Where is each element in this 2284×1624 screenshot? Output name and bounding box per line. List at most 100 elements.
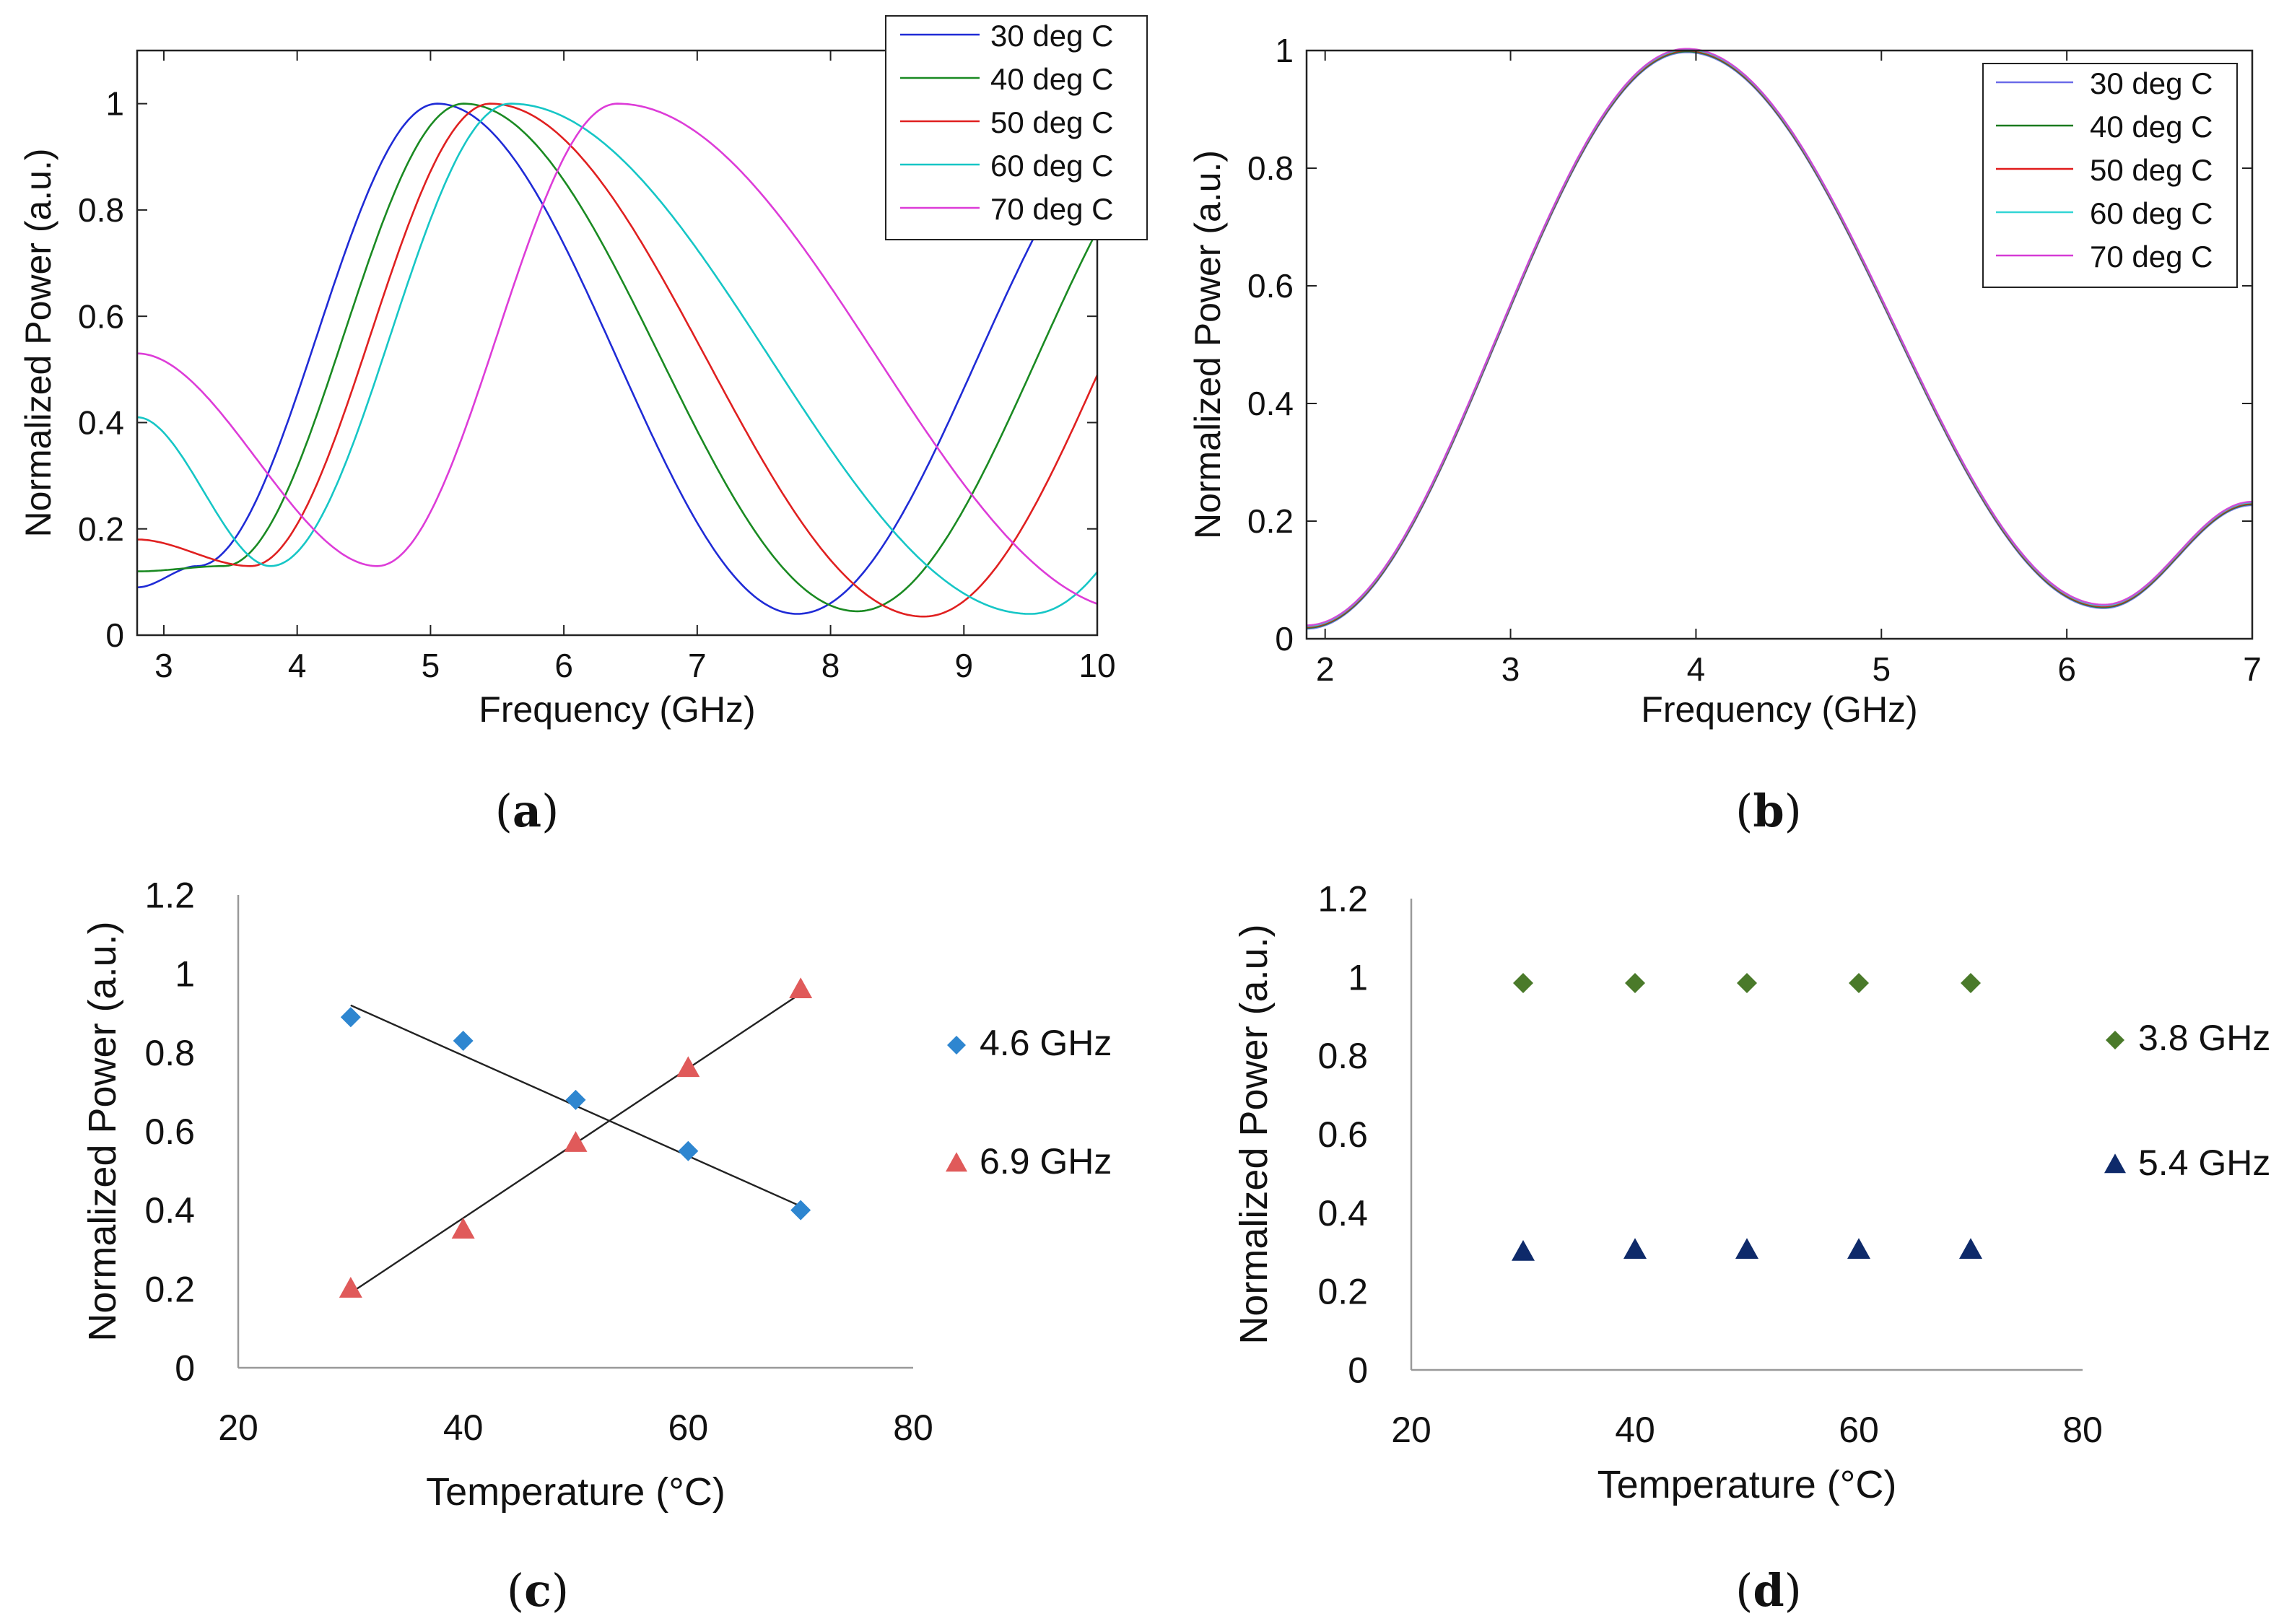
y-tick-label: 0.4	[1317, 1193, 1368, 1234]
y-tick-label: 0	[1275, 620, 1294, 658]
x-tick-label: 40	[1615, 1410, 1655, 1450]
data-point	[1513, 972, 1533, 993]
y-tick-label: 0.8	[144, 1033, 195, 1073]
data-point	[1623, 1238, 1647, 1260]
data-point	[1847, 1238, 1870, 1260]
subfigure-caption: (a)	[495, 785, 559, 837]
data-point	[1961, 972, 1981, 993]
legend-label: 40 deg C	[2090, 110, 2213, 144]
y-tick-label: 0.4	[144, 1190, 195, 1231]
caption-paren: )	[552, 1564, 569, 1617]
data-point	[564, 1131, 588, 1152]
y-tick-label: 0.4	[1247, 385, 1294, 422]
x-tick-label: 20	[218, 1407, 258, 1448]
y-tick-label: 0.2	[1247, 502, 1294, 540]
legend-label: 5.4 GHz	[2138, 1143, 2270, 1183]
data-point	[1849, 972, 1869, 993]
chart-a: 3 4 5 6 7 8 9 10 0 0.2 0.4 0.6 0.8 1 Frequency (GHz) No…	[18, 15, 1148, 837]
y-tick-label: 0	[1348, 1350, 1368, 1391]
data-point	[1512, 1239, 1535, 1261]
subfigure-caption: (b)	[1735, 785, 1802, 837]
y-tick-label: 1.2	[1317, 879, 1368, 920]
caption-paren: (	[1735, 785, 1753, 837]
chart-c: 20 40 60 80 0 0.2 0.4 0.6 0.8 1 1.2 Temperature (°C…	[81, 876, 1112, 1618]
y-tick-label: 1.2	[144, 876, 195, 916]
y-tick-label: 0	[175, 1348, 195, 1389]
legend-marker	[2106, 1031, 2124, 1049]
x-axis-label: Frequency (GHz)	[1641, 689, 1917, 730]
x-tick-label: 4	[288, 647, 307, 684]
y-tick-label: 0.6	[144, 1112, 195, 1152]
subfigure-caption: (c)	[507, 1564, 569, 1617]
legend-label: 3.8 GHz	[2138, 1018, 2270, 1058]
x-axis-label: Temperature (°C)	[426, 1470, 725, 1514]
y-tick-label: 1	[1348, 957, 1368, 997]
x-tick-label: 6	[2057, 650, 2076, 688]
legend: 4.6 GHz 6.9 GHz	[946, 1023, 1112, 1182]
data-point	[453, 1030, 474, 1051]
x-tick-label: 2	[1316, 650, 1335, 688]
legend-label: 70 deg C	[2090, 240, 2213, 274]
y-tick-label: 0.8	[1247, 149, 1294, 187]
caption-letter: d	[1753, 1564, 1784, 1617]
x-tick-label: 5	[422, 647, 440, 684]
y-tick-label: 0	[105, 616, 124, 654]
subfigure-caption: (d)	[1735, 1564, 1802, 1617]
caption-letter: c	[524, 1564, 552, 1617]
series-line-40-deg-C	[137, 102, 1099, 613]
y-axis-label: Normalized Power (a.u.)	[81, 921, 124, 1341]
legend-label: 40 deg C	[990, 62, 1113, 96]
x-tick-label: 8	[821, 647, 840, 684]
legend-label: 30 deg C	[2090, 66, 2213, 100]
data-point	[789, 977, 813, 998]
legend: 30 deg C 40 deg C 50 deg C 60 deg C 70 deg C	[885, 15, 1148, 240]
data-point	[790, 1200, 811, 1221]
data-point	[565, 1089, 586, 1110]
data-point	[1735, 1238, 1758, 1260]
data-point	[1625, 972, 1645, 993]
y-tick-label: 0.6	[78, 297, 124, 335]
x-tick-label: 3	[154, 647, 173, 684]
series-line-70-deg-C	[1306, 48, 2253, 627]
legend-label: 70 deg C	[990, 192, 1113, 226]
x-tick-label: 9	[954, 647, 973, 684]
y-axis-label: Normalized Power (a.u.)	[1187, 150, 1228, 539]
y-tick-label: 0.8	[1317, 1036, 1368, 1076]
x-axis-label: Temperature (°C)	[1598, 1463, 1897, 1506]
data-point	[451, 1218, 475, 1239]
data-point	[676, 1056, 700, 1078]
x-tick-label: 4	[1687, 650, 1706, 688]
legend-label: 60 deg C	[2090, 196, 2213, 230]
data-point	[678, 1140, 699, 1161]
x-tick-label: 60	[668, 1407, 709, 1448]
y-tick-label: 1	[175, 954, 195, 995]
series-line-60-deg-C	[136, 102, 1099, 615]
plot-frame	[1305, 49, 2254, 640]
caption-paren: )	[1784, 785, 1802, 837]
legend-label: 30 deg C	[990, 19, 1113, 53]
caption-paren: )	[1784, 1564, 1802, 1617]
caption-letter: b	[1753, 785, 1784, 837]
y-tick-label: 1	[1275, 32, 1294, 69]
y-tick-label: 0.4	[78, 404, 124, 442]
legend-label: 4.6 GHz	[980, 1023, 1112, 1063]
chart-d: 20 40 60 80 0 0.2 0.4 0.6 0.8 1 1.2 Temperature (°C…	[1232, 879, 2270, 1618]
series-line-70-deg-C	[136, 102, 1098, 605]
x-tick-label: 7	[2243, 650, 2262, 688]
legend-box	[1982, 63, 2238, 288]
data-point	[1959, 1238, 1982, 1260]
x-tick-label: 80	[893, 1407, 933, 1448]
x-tick-label: 3	[1501, 650, 1520, 688]
x-tick-label: 20	[1391, 1410, 1431, 1450]
y-tick-label: 0.6	[1317, 1114, 1368, 1155]
chart-b: 2 3 4 5 6 7 0 0.2 0.4 0.6 0.8 1 Frequency (GHz) Norma…	[1187, 32, 2262, 837]
legend-marker	[946, 1152, 967, 1172]
x-tick-label: 10	[1078, 647, 1115, 684]
caption-paren: )	[541, 785, 559, 837]
legend-box	[885, 15, 1148, 240]
legend-label: 6.9 GHz	[980, 1141, 1112, 1182]
legend-marker	[947, 1036, 966, 1055]
y-tick-label: 0.2	[144, 1269, 195, 1309]
legend-label: 50 deg C	[990, 105, 1113, 139]
